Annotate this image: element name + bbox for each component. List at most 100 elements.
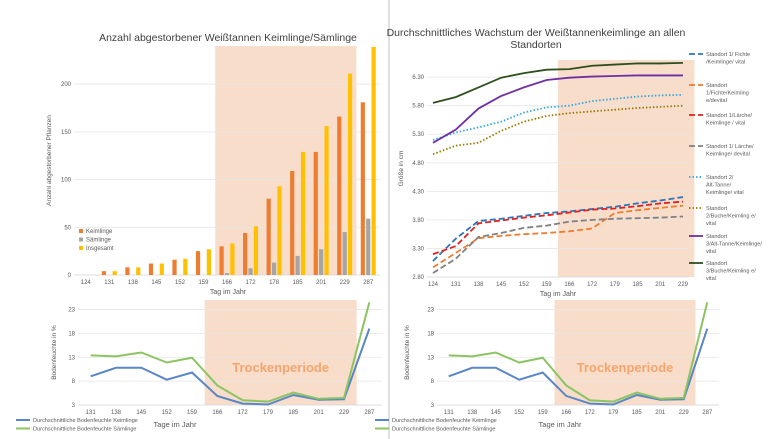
growth-line-6 [432, 74, 683, 144]
bar [159, 263, 164, 275]
x-tick-label: 201 [316, 280, 327, 286]
dry-period-shading [558, 60, 695, 277]
x-tick-label: 166 [564, 282, 575, 288]
legend-label-line: 3/Alt-Tanne/Keimlinge/ [706, 242, 762, 248]
x-tick-label: 159 [542, 282, 553, 288]
bar [366, 218, 371, 275]
legend-label: Durchschnittliche Bodenfeuchte Keimlinge [392, 418, 497, 424]
x-tick-label: 145 [491, 410, 502, 416]
legend-label: Standort 2/Alt-Tanne/Keimlinge/ vital [706, 175, 744, 196]
legend-label-line: Standort [706, 261, 728, 267]
legend-label-line: Keimlinge/ vital [706, 190, 744, 196]
x-tick-label: 229 [339, 410, 350, 416]
growth-line-4 [432, 93, 684, 141]
chart-soil-moisture-left: 3 8 13 18 23 131 138 145 152 159 166 172 179 185 201 22… [16, 300, 382, 433]
y-axis-title: Bodenfeuchte in % [404, 325, 411, 380]
x-tick-label: 185 [288, 410, 299, 416]
bar [342, 232, 347, 275]
x-tick-label: 185 [293, 280, 304, 286]
x-tick-label: 145 [136, 410, 147, 416]
dry-period-shading [554, 300, 696, 405]
x-tick-label: 179 [608, 410, 619, 416]
x-tick-label: 159 [198, 280, 209, 286]
legend-label-line: Standort [706, 83, 728, 89]
x-tick-label: 131 [444, 410, 455, 416]
x-tick-label: 172 [585, 410, 596, 416]
bar [112, 271, 117, 275]
x-tick-label: 152 [175, 280, 186, 286]
y-axis-title: Anzahl abgestorbener Pflanzen [46, 115, 53, 206]
bar-series-1 [224, 218, 371, 275]
bar [206, 249, 211, 275]
bar [172, 259, 177, 275]
y-tick-label: 18 [68, 331, 75, 337]
bar [101, 271, 107, 275]
x-tick-label: 138 [467, 410, 478, 416]
bar [195, 251, 201, 275]
bar [266, 198, 271, 275]
x-tick-label: 178 [269, 280, 280, 286]
x-tick-label: 229 [340, 280, 351, 286]
bar [300, 151, 306, 275]
bar [125, 267, 130, 275]
x-tick-label: 159 [187, 410, 198, 416]
y-tick-label: 5.30 [412, 132, 424, 138]
x-tick-label: 185 [632, 410, 643, 416]
legend-label-line: vital [706, 221, 716, 227]
y-tick-label: 50 [64, 225, 71, 231]
x-axis-title: Tage im Jahr [154, 420, 197, 429]
x-tick-label: 172 [238, 410, 249, 416]
moisture-line-0 [448, 328, 709, 406]
x-tick-label: 172 [587, 282, 598, 288]
x-tick-label: 124 [428, 282, 439, 288]
bar [319, 249, 324, 275]
legend-label-line: Standort 1/ Fichte [706, 52, 750, 58]
legend-label-line: Keimlinge/ devital [706, 152, 750, 158]
bar-series-2 [112, 46, 376, 276]
title-line-1: Durchschnittliches Wachstum der Weißtann… [387, 27, 686, 39]
legend-label-line: Standort 1/Lärche/ [706, 113, 752, 119]
bar [337, 116, 342, 275]
bar [371, 46, 376, 276]
x-tick-label: 166 [212, 410, 223, 416]
y-tick-label: 18 [427, 331, 434, 337]
bar [230, 243, 235, 275]
chart-title: Anzahl abgestorbener Weißtannen Keimling… [99, 32, 357, 44]
legend-label: Sämlinge [86, 238, 112, 244]
bar [243, 233, 248, 275]
x-tick-label: 124 [81, 280, 92, 286]
y-tick-label: 3.30 [412, 246, 424, 252]
x-tick-label: 166 [222, 280, 233, 286]
y-tick-label: 4.30 [412, 189, 424, 195]
legend-label-line: Standort [706, 234, 728, 240]
y-tick-label: 8 [431, 379, 435, 385]
y-tick-label: 3 [72, 403, 76, 409]
bar [295, 255, 300, 275]
legend-label: Keimlinge [86, 229, 113, 235]
y-tick-label: 13 [68, 355, 75, 361]
x-tick-label: 179 [610, 282, 621, 288]
x-tick-label: 179 [263, 410, 274, 416]
y-tick-label: 100 [61, 178, 72, 184]
dry-period-shading [215, 46, 357, 275]
bar [248, 268, 253, 275]
x-tick-label: 152 [514, 410, 525, 416]
legend-label-line: 2/Buche/Keimling e/ [706, 214, 756, 220]
chart-growth: 2.80 3.30 3.80 4.30 4.80 5.30 5.80 6.30 124 131 13… [387, 27, 763, 298]
x-tick-label: 287 [702, 410, 713, 416]
x-tick-label: 131 [451, 282, 462, 288]
legend-label: Standort 3/Buche/Keimling e/vital [706, 261, 756, 282]
x-tick-label: 287 [363, 280, 374, 286]
growth-line-7 [432, 61, 684, 104]
x-tick-label: 287 [364, 410, 375, 416]
x-tick-label: 138 [128, 280, 139, 286]
bar [219, 246, 224, 275]
y-tick-label: 3 [431, 403, 435, 409]
moisture-line-1 [448, 302, 709, 403]
y-tick-label: 23 [68, 308, 75, 314]
y-tick-label: 4.80 [412, 161, 424, 167]
growth-line-2 [432, 200, 684, 256]
dry-period-shading [204, 300, 357, 405]
growth-line-3 [432, 215, 684, 274]
